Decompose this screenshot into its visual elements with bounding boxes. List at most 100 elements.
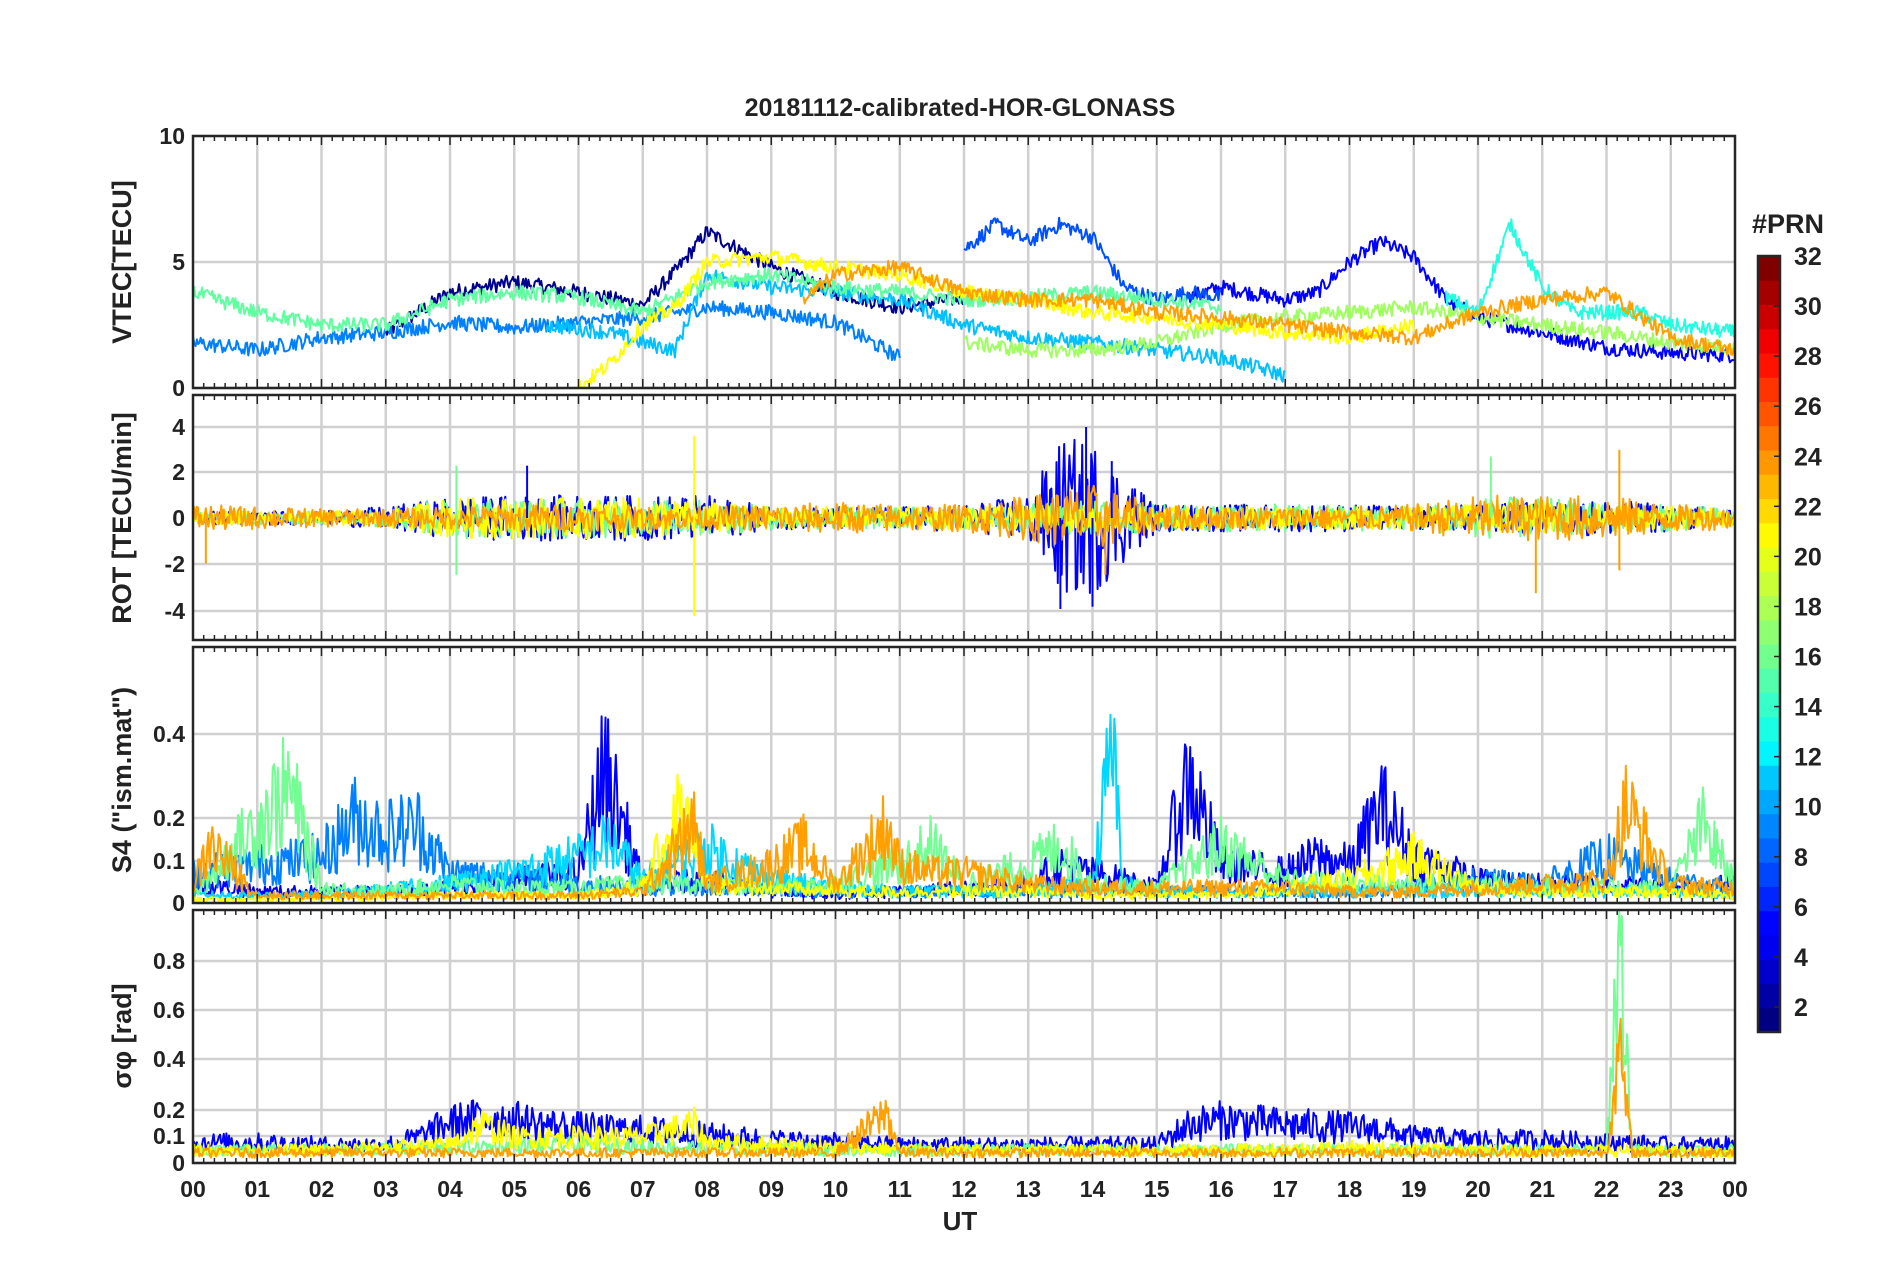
y-tick-label: 0.4 <box>153 721 185 747</box>
colorbar-swatch <box>1758 813 1780 839</box>
series-line-prn-9 <box>193 300 901 362</box>
series-line-prn-7 <box>963 216 1222 307</box>
colorbar-swatch <box>1758 886 1780 912</box>
panel-rot: -4 -2 0 2 4 ROT [TECU/min] <box>107 393 1737 642</box>
y-tick-label: 5 <box>172 249 185 275</box>
colorbar-swatch <box>1758 450 1780 475</box>
colorbar-tick-label: 8 <box>1794 844 1808 872</box>
panel-sigma_phi: 00.10.2 0.4 0.6 0.8 σφ [rad] <box>107 908 1737 1176</box>
series-group <box>193 427 1735 616</box>
x-axis-label: UT <box>943 1206 978 1236</box>
colorbar-tick-label: 16 <box>1794 644 1822 672</box>
colorbar-swatch <box>1758 498 1780 524</box>
x-tick-label: 18 <box>1337 1176 1363 1202</box>
x-tick-label: 05 <box>501 1176 527 1202</box>
y-tick-label: 0.1 <box>153 848 185 874</box>
series-line-prn-17 <box>963 300 1735 359</box>
colorbar-swatch <box>1758 716 1780 742</box>
y-tick-label: -4 <box>165 598 186 624</box>
x-tick-label: 06 <box>566 1176 592 1202</box>
colorbar-tick-label: 26 <box>1794 393 1822 421</box>
colorbar-swatch <box>1758 280 1780 305</box>
y-tick-label: 0.4 <box>153 1046 185 1072</box>
colorbar-frame <box>1756 254 1782 1034</box>
colorbar-tick-label: 2 <box>1794 994 1808 1022</box>
y-tick-label: -2 <box>165 551 185 577</box>
y-axis-label: S4 ("ism.mat") <box>107 687 137 873</box>
colorbar-swatch <box>1758 547 1780 572</box>
colorbar-swatch <box>1758 644 1780 669</box>
colorbar-tick-label: 18 <box>1794 593 1822 621</box>
colorbar-swatch <box>1758 935 1780 960</box>
series-line-prn-23 <box>193 484 1735 547</box>
x-tick-label: 13 <box>1015 1176 1041 1202</box>
colorbar-tick-label: 20 <box>1794 543 1822 571</box>
series-group <box>193 216 1735 388</box>
colorbar-tick-label: 12 <box>1794 744 1822 772</box>
colorbar-swatch <box>1758 765 1780 790</box>
colorbar-tick-label: 30 <box>1794 293 1822 321</box>
x-tick-label: 00 <box>1722 1176 1748 1202</box>
x-tick-label: 09 <box>758 1176 784 1202</box>
x-tick-label: 02 <box>309 1176 335 1202</box>
x-tick-label: 23 <box>1658 1176 1684 1202</box>
panel-s4: 0 0.1 0.2 0.4 S4 ("ism.mat") <box>107 645 1737 916</box>
y-tick-label: 0 <box>172 1150 185 1176</box>
x-tick-label: 22 <box>1594 1176 1620 1202</box>
colorbar-tick-label: 32 <box>1794 243 1822 271</box>
colorbar-swatch <box>1758 1007 1780 1033</box>
colorbar-swatch <box>1758 571 1780 596</box>
colorbar-swatch <box>1758 741 1780 766</box>
y-tick-label: 0 <box>172 505 185 531</box>
colorbar-swatch <box>1758 959 1780 984</box>
colorbar-swatch <box>1758 377 1780 402</box>
colorbar-swatch <box>1758 619 1780 645</box>
colorbar-tick-label: 6 <box>1794 894 1808 922</box>
colorbar-label: #PRN <box>1752 209 1824 239</box>
x-tick-label: 04 <box>437 1176 463 1202</box>
y-axis-label: σφ [rad] <box>107 983 137 1088</box>
y-tick-label: 4 <box>172 414 185 440</box>
y-axis-label: ROT [TECU/min] <box>107 412 137 623</box>
colorbar-swatch <box>1758 474 1780 499</box>
x-tick-label: 14 <box>1080 1176 1106 1202</box>
colorbar-swatch <box>1758 522 1780 548</box>
series-line-prn-13 <box>1444 218 1735 339</box>
x-tick-label: 21 <box>1529 1176 1555 1202</box>
colorbar-swatch <box>1758 692 1780 718</box>
x-tick-label: 20 <box>1465 1176 1491 1202</box>
y-tick-label: 0.6 <box>153 997 185 1023</box>
x-tick-label: 03 <box>373 1176 399 1202</box>
colorbar-tick-label: 24 <box>1794 443 1822 471</box>
x-tick-label: 15 <box>1144 1176 1170 1202</box>
colorbar-swatch <box>1758 353 1780 378</box>
colorbar-tick-label: 14 <box>1794 694 1822 722</box>
colorbar-swatch <box>1758 595 1780 621</box>
colorbar-tick-label: 28 <box>1794 343 1822 371</box>
colorbar-swatch <box>1758 328 1780 354</box>
x-tick-label: 07 <box>630 1176 656 1202</box>
y-tick-label: 2 <box>172 459 185 485</box>
y-tick-label: 0 <box>172 375 185 401</box>
y-axis-label: VTEC[TECU] <box>107 180 137 344</box>
series-line-prn-15 <box>193 266 1222 333</box>
panel-vtec: 0 5 10 VTEC[TECU] <box>107 123 1737 401</box>
y-tick-label: 10 <box>159 123 185 149</box>
colorbar-swatch <box>1758 983 1780 1009</box>
colorbar-tick-label: 22 <box>1794 493 1822 521</box>
chart-title: 20181112-calibrated-HOR-GLONASS <box>745 94 1176 122</box>
y-tick-label: 0.2 <box>153 805 185 831</box>
y-tick-label: 0 <box>172 890 185 916</box>
y-tick-label: 0.2 <box>153 1097 185 1123</box>
colorbar-swatch <box>1758 401 1780 427</box>
colorbar-tick-label: 10 <box>1794 794 1822 822</box>
x-tick-label: 01 <box>244 1176 270 1202</box>
x-tick-label: 10 <box>823 1176 849 1202</box>
colorbar-swatch <box>1758 256 1780 281</box>
colorbar-swatch <box>1758 668 1780 693</box>
colorbar-swatch <box>1758 425 1780 451</box>
colorbar-swatch <box>1758 304 1780 330</box>
